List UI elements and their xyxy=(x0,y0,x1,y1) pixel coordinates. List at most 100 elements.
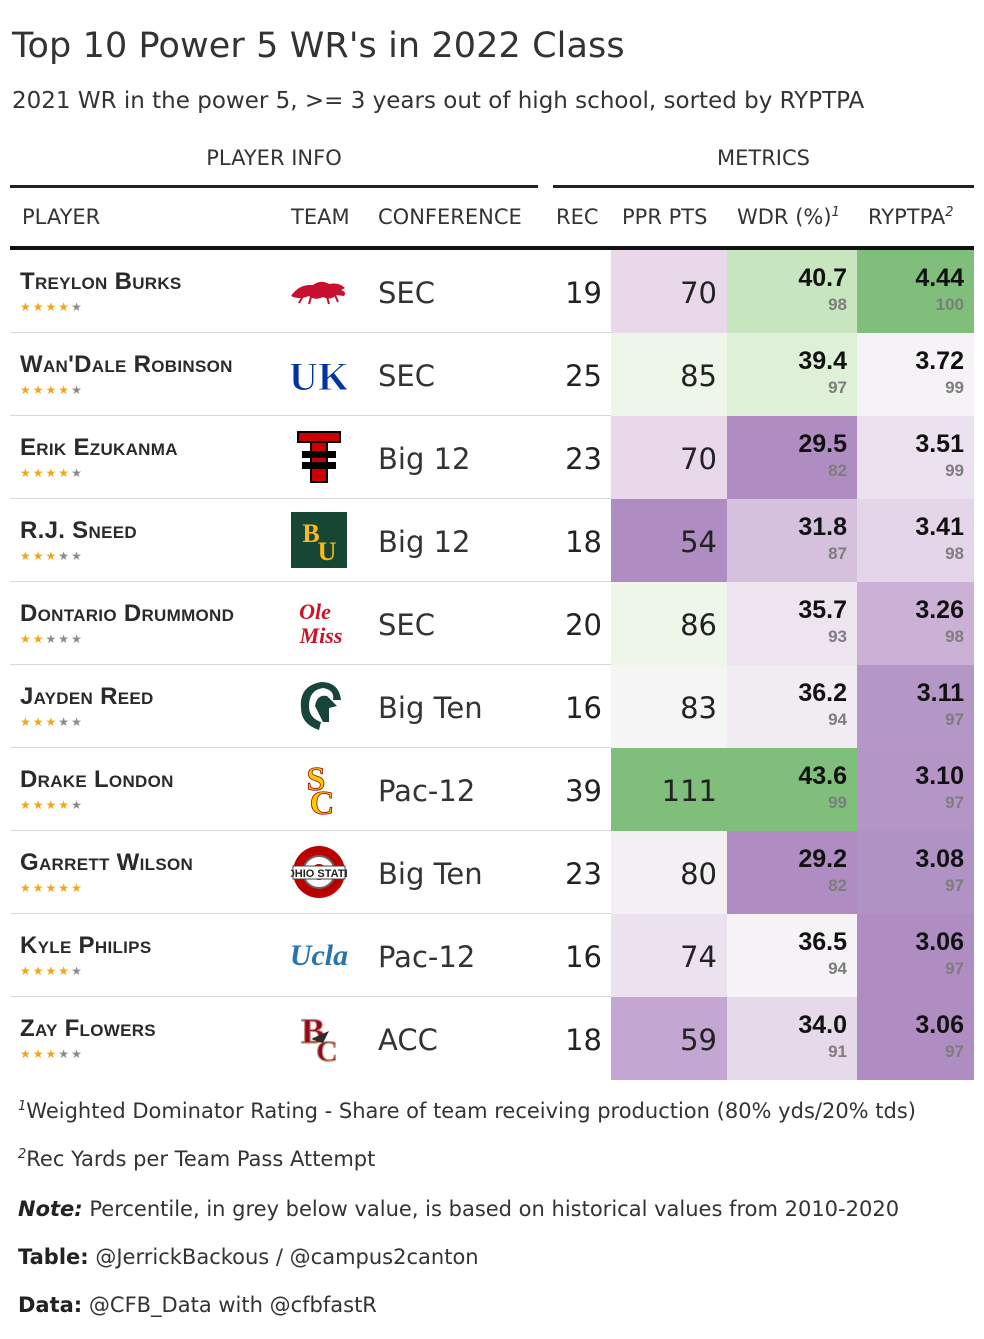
star-icon: ★ xyxy=(71,964,84,978)
table-row: Treylon Burks ★★★★★ SEC 19 70 40.7 98 4.44 100 xyxy=(10,250,974,333)
ryptpa-percentile: 97 xyxy=(945,793,964,812)
recruit-stars: ★★★★★ xyxy=(20,549,84,563)
ryptpa-percentile: 97 xyxy=(945,1042,964,1061)
wdr-cell: 35.7 93 xyxy=(727,582,857,665)
ppr-cell: 70 xyxy=(611,250,727,333)
ppr-cell: 74 xyxy=(611,914,727,997)
ppr-value: 80 xyxy=(680,857,717,891)
ppr-value: 70 xyxy=(680,442,717,476)
data-credit-label: Data: xyxy=(18,1293,83,1317)
star-icon: ★ xyxy=(45,964,59,978)
table-body: Treylon Burks ★★★★★ SEC 19 70 40.7 98 4.44 100 Wa… xyxy=(10,250,974,1080)
star-icon: ★ xyxy=(58,383,72,397)
star-icon: ★ xyxy=(32,881,46,895)
rec-cell: 18 xyxy=(565,525,602,559)
player-name: Jayden Reed xyxy=(20,683,154,710)
footnote-1-text: Weighted Dominator Rating - Share of tea… xyxy=(26,1099,917,1123)
wdr-percentile: 98 xyxy=(828,295,847,314)
wdr-value: 29.2 xyxy=(798,845,847,873)
wdr-value: 29.5 xyxy=(798,430,847,458)
rec-cell: 25 xyxy=(565,359,602,393)
star-icon: ★ xyxy=(32,466,46,480)
star-icon: ★ xyxy=(58,549,72,563)
star-icon: ★ xyxy=(71,383,84,397)
star-icon: ★ xyxy=(71,466,84,480)
header-rule xyxy=(10,246,974,250)
ucla-logo: Ucla xyxy=(288,927,350,983)
ryptpa-percentile: 97 xyxy=(945,876,964,895)
star-icon: ★ xyxy=(32,1047,46,1061)
wdr-percentile: 93 xyxy=(828,627,847,646)
ryptpa-cell: 3.06 97 xyxy=(857,914,974,997)
ryptpa-value: 3.08 xyxy=(915,845,964,873)
rec-cell: 39 xyxy=(565,774,602,808)
star-icon: ★ xyxy=(58,466,72,480)
column-header-ryptpa: RYPTPA2 xyxy=(868,205,954,229)
conference-cell: ACC xyxy=(378,1023,438,1057)
arkansas-razorback-logo xyxy=(288,263,350,319)
footnote-2-text: Rec Yards per Team Pass Attempt xyxy=(26,1147,376,1171)
wdr-cell: 29.5 82 xyxy=(727,416,857,499)
spanner-rule-player-info xyxy=(10,185,538,188)
spanner-player-info: PLAYER INFO xyxy=(206,146,342,170)
ppr-cell: 70 xyxy=(611,416,727,499)
svg-text:Ole: Ole xyxy=(299,599,331,624)
star-icon: ★ xyxy=(71,549,84,563)
table-row: Wan'Dale Robinson ★★★★★ UK SEC 25 85 39.4 97 3.7… xyxy=(10,333,974,416)
column-header-team: TEAM xyxy=(291,205,350,229)
recruit-stars: ★★★★★ xyxy=(20,715,84,729)
ole-miss-logo: Ole Miss xyxy=(288,595,350,651)
column-header-wdr-footnote-mark: 1 xyxy=(831,205,840,220)
star-icon: ★ xyxy=(20,1047,33,1061)
ryptpa-value: 3.72 xyxy=(915,347,964,375)
ryptpa-percentile: 100 xyxy=(935,295,964,314)
ryptpa-percentile: 97 xyxy=(945,710,964,729)
ppr-cell: 86 xyxy=(611,582,727,665)
ryptpa-value: 3.06 xyxy=(915,928,964,956)
svg-text:C: C xyxy=(310,785,335,818)
spanner-metrics: METRICS xyxy=(717,146,810,170)
table-row: Garrett Wilson★★★★★OHIO STATEBig Ten2380… xyxy=(10,831,974,914)
ryptpa-cell: 3.51 99 xyxy=(857,416,974,499)
table-subtitle: 2021 WR in the power 5, >= 3 years out o… xyxy=(12,88,865,114)
ppr-value: 83 xyxy=(680,691,717,725)
table-row: Kyle Philips ★★★★★ Ucla Pac-12 16 74 36.5 94 3.0… xyxy=(10,914,974,997)
footnote-2-mark: 2 xyxy=(18,1147,27,1162)
star-icon: ★ xyxy=(32,549,46,563)
recruit-stars: ★★★★★ xyxy=(20,881,84,895)
recruit-stars: ★★★★★ xyxy=(20,632,84,646)
ryptpa-cell: 3.06 97 xyxy=(857,997,974,1080)
ryptpa-cell: 3.72 99 xyxy=(857,333,974,416)
ryptpa-cell: 4.44 100 xyxy=(857,250,974,333)
conference-cell: Big Ten xyxy=(378,857,483,891)
player-name: Wan'Dale Robinson xyxy=(20,351,233,378)
ryptpa-value: 3.41 xyxy=(915,513,964,541)
ryptpa-percentile: 99 xyxy=(945,378,964,397)
ryptpa-cell: 3.10 97 xyxy=(857,748,974,831)
wdr-value: 39.4 xyxy=(798,347,847,375)
player-name: Zay Flowers xyxy=(20,1015,156,1042)
ohio-state-logo: OHIO STATE xyxy=(288,844,350,900)
ryptpa-cell: 3.11 97 xyxy=(857,665,974,748)
data-credit: Data: @CFB_Data with @cfbfastR xyxy=(18,1293,377,1317)
rec-cell: 23 xyxy=(565,442,602,476)
conference-cell: SEC xyxy=(378,359,435,393)
table-credit-text: @JerrickBackous / @campus2canton xyxy=(95,1245,479,1269)
star-icon: ★ xyxy=(20,466,33,480)
wdr-cell: 36.2 94 xyxy=(727,665,857,748)
star-icon: ★ xyxy=(58,881,72,895)
table-row: Zay Flowers ★★★★★ B C ACC 18 59 34.0 91 3.06 97 xyxy=(10,997,974,1080)
table-row: R.J. Sneed ★★★★★ B U Big 12 18 54 31.8 87 3.41 98 xyxy=(10,499,974,582)
ryptpa-value: 3.26 xyxy=(915,596,964,624)
table-title: Top 10 Power 5 WR's in 2022 Class xyxy=(12,26,625,66)
conference-cell: Big 12 xyxy=(378,442,471,476)
conference-cell: Pac-12 xyxy=(378,774,476,808)
ppr-value: 70 xyxy=(680,276,717,310)
rec-cell: 18 xyxy=(565,1023,602,1057)
wdr-percentile: 94 xyxy=(828,959,847,978)
data-credit-text: @CFB_Data with @cfbfastR xyxy=(88,1293,377,1317)
recruit-stars: ★★★★★ xyxy=(20,383,84,397)
ppr-cell: 83 xyxy=(611,665,727,748)
